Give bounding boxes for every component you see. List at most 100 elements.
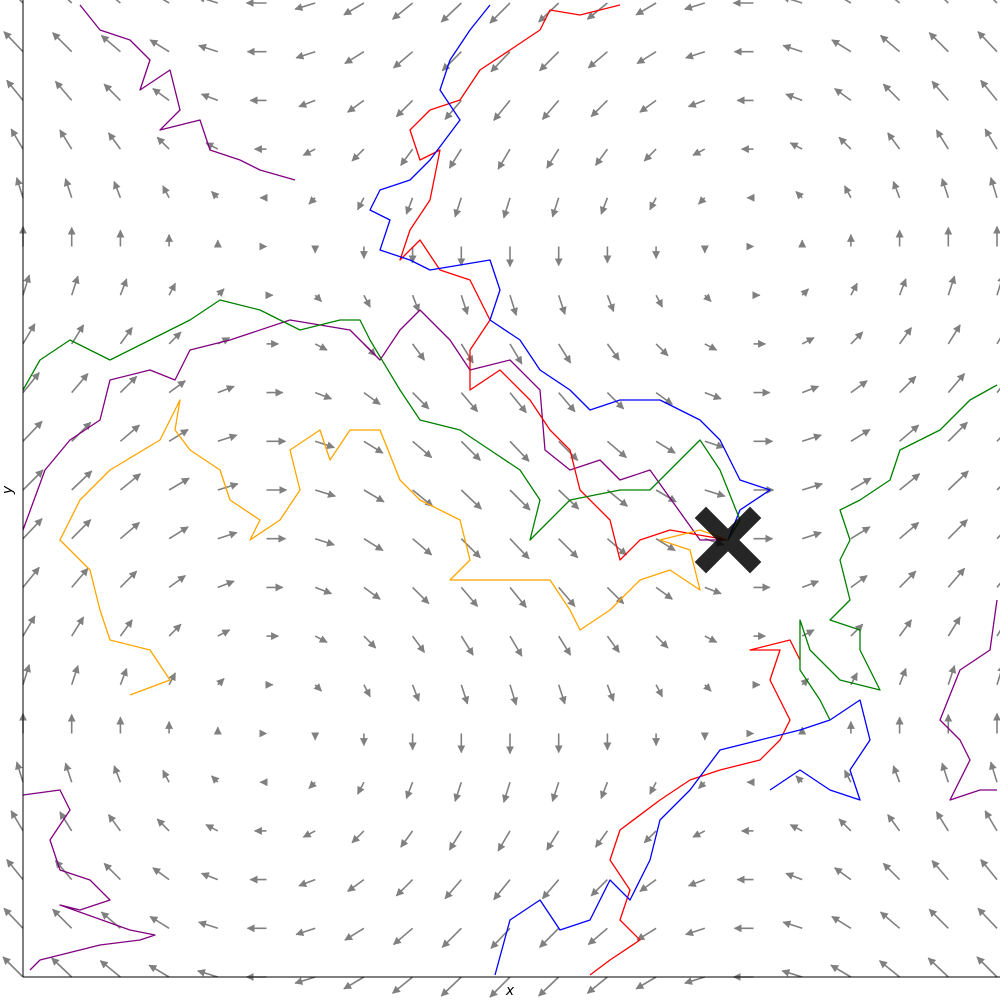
quiver-arrow: [363, 586, 381, 600]
quiver-arrow: [785, 872, 803, 881]
quiver-arrow: [947, 372, 966, 394]
quiver-arrow: [59, 811, 73, 832]
quiver-arrow: [898, 327, 913, 345]
quiver-arrow: [168, 574, 186, 589]
quiver-arrow: [635, 976, 657, 990]
quiver-arrow: [898, 667, 907, 686]
quiver-arrow: [927, 957, 949, 978]
quiver-arrow: [606, 294, 615, 313]
quiver-arrow: [887, 814, 901, 832]
quiver-arrow: [703, 293, 712, 302]
quiver-arrow: [200, 93, 219, 102]
quiver-arrow: [509, 440, 530, 462]
quiver-arrow: [558, 392, 576, 413]
quiver-arrow: [363, 684, 371, 698]
quiver-arrow: [411, 684, 420, 702]
quiver-arrow: [22, 323, 36, 345]
quiver-arrow: [115, 0, 121, 4]
quiver-arrow: [453, 197, 463, 218]
quiver-arrow: [10, 810, 24, 832]
quiver-arrow: [843, 769, 852, 783]
quiver-arrow: [314, 489, 336, 498]
quiver-arrow: [649, 197, 657, 211]
quiver-arrow: [344, 927, 365, 941]
quiver-arrow: [71, 567, 89, 588]
quiver-arrow: [113, 180, 122, 199]
quiver-arrow: [502, 197, 511, 219]
quiver-arrow: [789, 142, 803, 150]
quiver-arrow: [928, 32, 949, 53]
quiver-arrow: [52, 908, 73, 929]
quiver-arrow: [22, 664, 31, 686]
quiver-arrow: [412, 392, 430, 410]
quiver-arrow: [71, 470, 93, 491]
quiver-arrow: [843, 185, 852, 199]
x-axis-label: x: [505, 983, 515, 999]
quiver-arrow: [149, 39, 170, 53]
quiver-arrow: [460, 538, 481, 559]
quiver-arrow: [2, 956, 24, 978]
quiver-arrow: [698, 780, 707, 789]
quiver-arrow: [6, 79, 24, 101]
quiver-arrow: [940, 178, 950, 199]
quiver-arrow: [831, 39, 852, 53]
quiver-arrow: [606, 586, 625, 605]
quiver-arrow: [894, 0, 901, 4]
quiver-arrow: [217, 580, 235, 589]
quiver-arrow: [216, 678, 225, 687]
quiver-arrow: [976, 956, 998, 978]
quiver-arrow: [655, 343, 669, 357]
quiver-arrow: [119, 619, 133, 637]
quiver-arrow: [314, 537, 335, 547]
quiver-arrow: [448, 148, 462, 169]
quiver-arrow: [343, 2, 365, 16]
quiver-arrow: [211, 775, 220, 784]
quiver-arrow: [850, 477, 872, 491]
quiver-arrow: [850, 428, 871, 442]
quiver-arrow: [460, 343, 474, 364]
quiver-arrow: [781, 0, 803, 4]
quiver-arrow: [490, 51, 511, 73]
quiver-arrow: [541, 99, 560, 121]
quiver-arrow: [347, 99, 365, 113]
quiver-arrow: [935, 811, 949, 832]
quiver-arrow: [63, 762, 73, 783]
quiver-arrow: [996, 629, 1000, 637]
walk-path: [59, 399, 729, 696]
quiver-arrow: [940, 762, 950, 783]
quiver-arrow: [947, 421, 968, 442]
quiver-arrow: [217, 530, 238, 540]
quiver-arrow: [590, 879, 608, 897]
quiver-arrow: [152, 867, 170, 881]
quiver-arrow: [308, 196, 317, 205]
quiver-arrow: [898, 278, 907, 296]
quiver-arrow: [162, 769, 170, 783]
quiver-arrow: [684, 2, 706, 11]
quiver-arrow: [649, 781, 657, 795]
quiver-arrow: [947, 567, 966, 588]
quiver-arrow: [441, 51, 462, 72]
quiver-arrow: [395, 879, 414, 897]
quiver-arrow: [197, 0, 219, 4]
quiver-arrow: [687, 878, 706, 887]
quiver-arrow: [850, 623, 864, 637]
quiver-arrow: [6, 858, 24, 881]
quiver-arrow: [887, 132, 901, 150]
quiver-arrow: [168, 477, 190, 491]
quiver-arrow: [149, 915, 170, 929]
quiver-arrow: [996, 664, 1000, 686]
quiver-arrow: [460, 586, 479, 608]
quiver-arrow: [162, 185, 170, 199]
quiver-arrow: [655, 294, 664, 308]
quiver-arrow: [493, 99, 511, 122]
quiver-arrow: [156, 136, 170, 150]
quiver-arrow: [801, 385, 820, 394]
quiver-arrow: [838, 818, 852, 832]
quiver-arrow: [931, 80, 949, 101]
quiver-arrow: [343, 976, 365, 990]
quiver-arrow: [878, 960, 901, 978]
quiver-arrow: [168, 282, 177, 296]
quiver-arrow: [441, 927, 462, 948]
walk-path: [22, 4, 998, 971]
quiver-arrow: [119, 667, 128, 686]
